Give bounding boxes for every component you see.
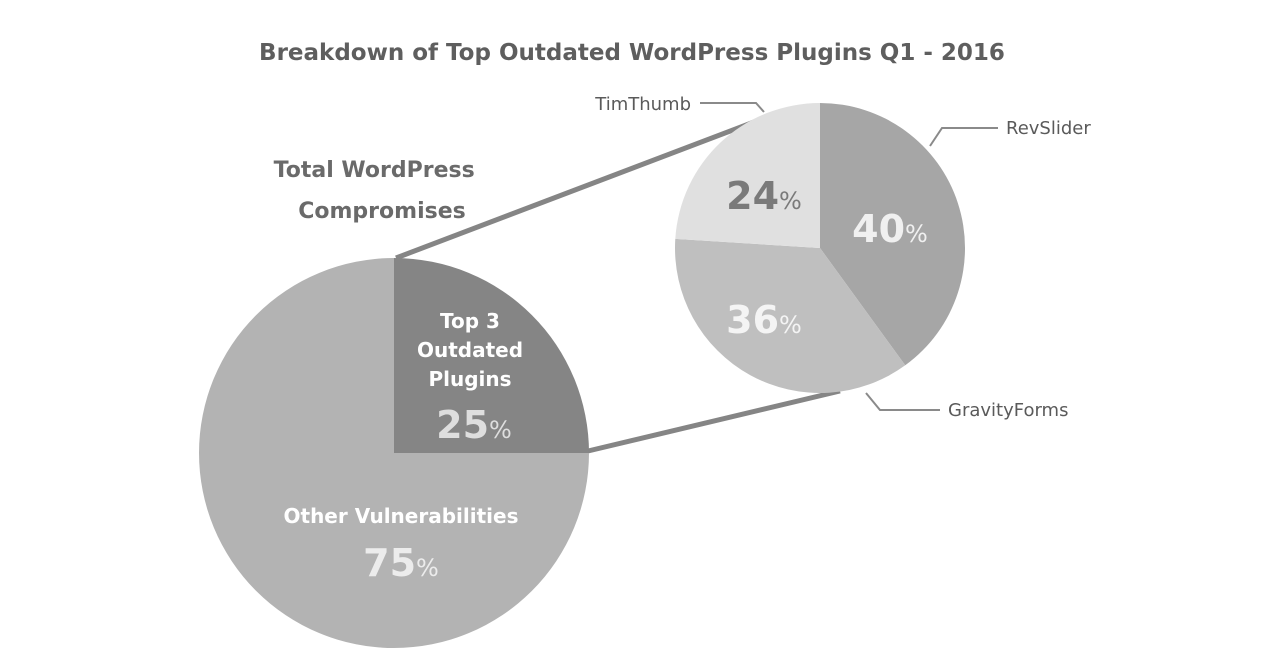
connector-line-bottom [587, 388, 841, 454]
slice-value-unit: % [779, 187, 802, 215]
pie-slice [675, 238, 906, 394]
slice-category-label-line: Outdated [417, 338, 523, 362]
chart-title: Breakdown of Top Outdated WordPress Plug… [259, 40, 1005, 66]
main-pie-subtitle-line-1: Total WordPress [274, 158, 475, 183]
callout-label: GravityForms [948, 400, 1068, 421]
slice-value-label: 25% [436, 403, 512, 447]
slice-value-number: 36 [726, 298, 779, 342]
slice-value-number: 75 [363, 541, 416, 585]
slice-value-number: 24 [726, 174, 779, 218]
connector-line-top [395, 119, 755, 261]
pie-slice [820, 103, 966, 366]
callout-label: RevSlider [1006, 118, 1091, 139]
slice-value-label: 40% [852, 207, 928, 251]
slice-category-label-line: Top 3 [440, 309, 500, 333]
slice-value-label: 36% [726, 298, 802, 342]
pie-slice [675, 103, 820, 248]
slice-value-number: 25 [436, 403, 489, 447]
slice-category-label-line: Plugins [428, 367, 511, 391]
pie-slice [394, 258, 589, 453]
slice-value-unit: % [489, 416, 512, 444]
detail-pie [675, 103, 966, 394]
slice-value-unit: % [779, 311, 802, 339]
callout-leader-line [700, 102, 765, 113]
main-pie [199, 258, 589, 648]
callout-leader-line [865, 392, 940, 411]
slice-value-unit: % [905, 220, 928, 248]
callout-leader-line [929, 127, 998, 147]
slice-value-labels: Top 3 Outdated Plugins 25% Other Vulnerabili… [284, 174, 928, 585]
callout-labels: RevSlider GravityForms TimThumb [594, 94, 1091, 421]
slice-value-unit: % [416, 554, 439, 582]
slice-category-label: Top 3 Outdated Plugins [417, 309, 523, 391]
pie-slice [199, 258, 589, 648]
slice-value-number: 40 [852, 207, 905, 251]
slice-value-label: 75% [363, 541, 439, 585]
slice-category-label: Other Vulnerabilities [284, 504, 519, 528]
main-pie-subtitle: Total WordPress Compromises [274, 158, 483, 224]
slice-value-label: 24% [726, 174, 802, 218]
callout-label: TimThumb [594, 94, 691, 115]
main-pie-subtitle-line-2: Compromises [298, 199, 465, 224]
